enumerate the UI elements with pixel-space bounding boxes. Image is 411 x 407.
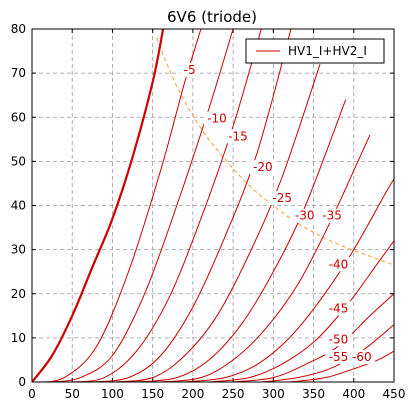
curve-label-bg	[318, 208, 346, 223]
curve-label-bg	[348, 349, 376, 364]
curve-label-vg-10: -10	[207, 112, 227, 126]
y-tick-label: 70	[11, 66, 26, 80]
y-tick-label: 60	[11, 110, 26, 124]
grid-voltage-labels: -5 -10-15 -20 -25-30 -35 -40 -45 -50 -55 -60	[180, 63, 376, 364]
curve-label-bg	[268, 191, 296, 206]
curve-label-vg-40: -40	[329, 257, 349, 271]
curve-label-vg-5: -5	[184, 63, 196, 77]
plate-curve-vg-25	[112, 64, 321, 382]
max-dissipation-curve	[156, 37, 394, 266]
curve-label-vg-30: -30	[295, 209, 315, 223]
x-tick-label: 300	[262, 387, 285, 401]
y-tick-label: 40	[11, 199, 26, 213]
grid	[32, 29, 394, 382]
plate-curve-vg0	[32, 29, 165, 382]
curve-label-vg-50: -50	[329, 332, 349, 346]
y-tick-label: 10	[11, 331, 26, 345]
plate-curve-vg-45	[208, 240, 394, 382]
y-tick-label: 20	[11, 287, 26, 301]
legend: HV1_I+HV2_I	[245, 38, 385, 64]
plate-curve-vg-30	[136, 99, 347, 382]
curve-label-bg	[325, 301, 352, 316]
curve-label-vg-20: -20	[253, 160, 273, 174]
plate-curve-vg-5	[35, 29, 202, 382]
chart-title: 6V6 (triode)	[167, 8, 257, 26]
curve-label-bg	[325, 332, 352, 347]
plate-curve-vg-15	[72, 29, 262, 382]
y-tick-label: 0	[18, 375, 26, 389]
plot-area-frame	[31, 28, 395, 383]
x-tick-label: 350	[302, 387, 325, 401]
curve-label-bg	[291, 208, 318, 223]
curve-label-vg-55: -55	[329, 350, 349, 364]
y-tick-label: 30	[11, 243, 26, 257]
curve-label-vg-45: -45	[329, 301, 349, 315]
x-tick-label: 50	[65, 387, 80, 401]
plate-curve-vg-10	[52, 29, 234, 382]
plate-curve-vg-60	[289, 350, 394, 382]
curve-label-vg-25: -25	[272, 191, 292, 205]
x-tick-label: 0	[28, 387, 36, 401]
x-axis-ticks: 0 50 100 150 200 250 300 350 400 450	[28, 29, 405, 401]
plate-curve-vg-55	[261, 324, 394, 382]
legend-box	[245, 38, 385, 64]
curve-label-vg-35: -35	[322, 209, 342, 223]
curve-label-vg-15: -15	[228, 129, 248, 143]
x-tick-label: 200	[181, 387, 204, 401]
curve-label-bg	[325, 257, 352, 272]
x-tick-label: 250	[222, 387, 245, 401]
plate-curve-vg-40	[184, 178, 394, 382]
x-tick-label: 400	[342, 387, 365, 401]
curve-label-bg	[180, 63, 200, 78]
x-tick-label: 100	[101, 387, 124, 401]
curve-label-bg	[249, 160, 277, 175]
plate-curve-vg-50	[233, 293, 394, 382]
curve-label-bg	[325, 349, 352, 364]
curve-label-bg	[203, 111, 231, 126]
x-tick-label: 150	[141, 387, 164, 401]
plate-curve-vg-20	[92, 29, 292, 382]
y-tick-label: 50	[11, 154, 26, 168]
plate-curves	[32, 29, 394, 382]
y-tick-label: 80	[11, 22, 26, 36]
x-tick-label: 450	[383, 387, 406, 401]
legend-label: HV1_I+HV2_I	[288, 44, 367, 58]
curve-label-vg-60: -60	[352, 350, 372, 364]
curve-label-bg	[224, 129, 252, 144]
